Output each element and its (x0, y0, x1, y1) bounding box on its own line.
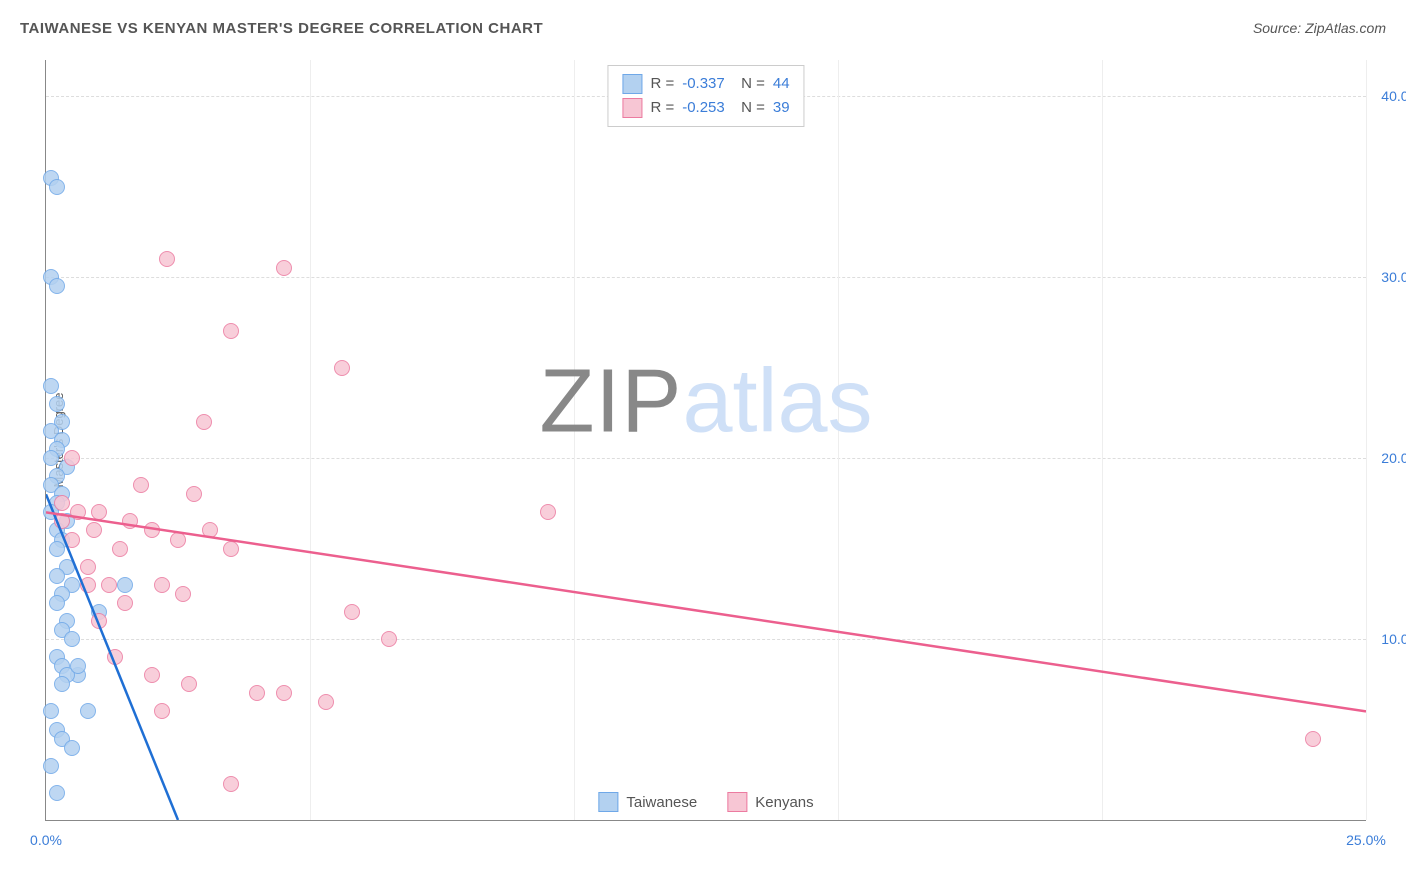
legend-n-kenyans: 39 (773, 96, 790, 120)
scatter-point-taiwanese (43, 378, 59, 394)
ytick-label: 30.0% (1381, 269, 1406, 285)
scatter-point-kenyans (223, 776, 239, 792)
scatter-point-kenyans (223, 541, 239, 557)
legend-r-label: R = (650, 72, 674, 96)
gridline-v (1102, 60, 1103, 820)
scatter-point-kenyans (86, 522, 102, 538)
gridline-v (310, 60, 311, 820)
scatter-point-kenyans (91, 613, 107, 629)
legend-n-label: N = (733, 96, 765, 120)
trendlines (46, 60, 1366, 820)
scatter-point-kenyans (381, 631, 397, 647)
swatch-kenyans-icon (622, 98, 642, 118)
chart-area: Master's Degree ZIPatlas R = -0.337 N = … (45, 60, 1365, 820)
scatter-point-kenyans (1305, 731, 1321, 747)
ytick-label: 20.0% (1381, 450, 1406, 466)
scatter-point-taiwanese (49, 568, 65, 584)
legend-label-taiwanese: Taiwanese (626, 794, 697, 811)
scatter-point-taiwanese (49, 595, 65, 611)
chart-source: Source: ZipAtlas.com (1253, 20, 1386, 36)
scatter-point-kenyans (223, 323, 239, 339)
scatter-point-taiwanese (64, 740, 80, 756)
gridline-h (46, 639, 1366, 640)
scatter-point-kenyans (144, 522, 160, 538)
legend-item-taiwanese: Taiwanese (598, 792, 697, 812)
scatter-point-kenyans (249, 685, 265, 701)
scatter-point-kenyans (144, 667, 160, 683)
scatter-point-kenyans (122, 513, 138, 529)
scatter-point-taiwanese (49, 396, 65, 412)
scatter-point-kenyans (276, 685, 292, 701)
scatter-point-kenyans (344, 604, 360, 620)
scatter-point-kenyans (117, 595, 133, 611)
scatter-point-taiwanese (64, 631, 80, 647)
swatch-taiwanese-icon (598, 792, 618, 812)
scatter-point-kenyans (64, 450, 80, 466)
scatter-point-kenyans (154, 577, 170, 593)
scatter-point-kenyans (318, 694, 334, 710)
scatter-point-kenyans (107, 649, 123, 665)
correlation-legend: R = -0.337 N = 44 R = -0.253 N = 39 (607, 65, 804, 127)
scatter-point-kenyans (202, 522, 218, 538)
scatter-point-taiwanese (49, 785, 65, 801)
scatter-point-taiwanese (49, 179, 65, 195)
legend-label-kenyans: Kenyans (755, 794, 813, 811)
ytick-label: 10.0% (1381, 631, 1406, 647)
scatter-point-kenyans (112, 541, 128, 557)
watermark-zip: ZIP (539, 352, 682, 452)
watermark: ZIPatlas (539, 351, 872, 454)
scatter-point-taiwanese (54, 676, 70, 692)
swatch-taiwanese-icon (622, 74, 642, 94)
scatter-point-taiwanese (49, 541, 65, 557)
xtick-label: 0.0% (30, 832, 62, 848)
scatter-point-kenyans (91, 504, 107, 520)
scatter-point-kenyans (154, 703, 170, 719)
gridline-h (46, 458, 1366, 459)
chart-header: TAIWANESE VS KENYAN MASTER'S DEGREE CORR… (20, 20, 1386, 37)
scatter-point-kenyans (70, 504, 86, 520)
legend-r-taiwanese: -0.337 (682, 72, 725, 96)
legend-r-kenyans: -0.253 (682, 96, 725, 120)
watermark-atlas: atlas (682, 352, 872, 452)
legend-item-kenyans: Kenyans (727, 792, 813, 812)
scatter-point-kenyans (196, 414, 212, 430)
scatter-point-taiwanese (117, 577, 133, 593)
scatter-point-kenyans (159, 251, 175, 267)
scatter-point-kenyans (54, 495, 70, 511)
plot-region: Master's Degree ZIPatlas R = -0.337 N = … (45, 60, 1366, 821)
scatter-point-kenyans (181, 676, 197, 692)
scatter-point-taiwanese (70, 658, 86, 674)
scatter-point-kenyans (170, 532, 186, 548)
series-legend: Taiwanese Kenyans (598, 792, 813, 812)
gridline-v (574, 60, 575, 820)
legend-row-kenyans: R = -0.253 N = 39 (622, 96, 789, 120)
swatch-kenyans-icon (727, 792, 747, 812)
gridline-v (1366, 60, 1367, 820)
scatter-point-kenyans (540, 504, 556, 520)
scatter-point-taiwanese (49, 278, 65, 294)
gridline-h (46, 277, 1366, 278)
scatter-point-taiwanese (80, 703, 96, 719)
legend-n-taiwanese: 44 (773, 72, 790, 96)
scatter-point-kenyans (133, 477, 149, 493)
scatter-point-kenyans (64, 532, 80, 548)
gridline-v (838, 60, 839, 820)
scatter-point-taiwanese (43, 758, 59, 774)
ytick-label: 40.0% (1381, 88, 1406, 104)
scatter-point-kenyans (101, 577, 117, 593)
scatter-point-kenyans (186, 486, 202, 502)
legend-row-taiwanese: R = -0.337 N = 44 (622, 72, 789, 96)
scatter-point-kenyans (276, 260, 292, 276)
legend-n-label: N = (733, 72, 765, 96)
scatter-point-kenyans (80, 559, 96, 575)
scatter-point-kenyans (175, 586, 191, 602)
scatter-point-taiwanese (43, 450, 59, 466)
scatter-point-kenyans (334, 360, 350, 376)
scatter-point-kenyans (54, 513, 70, 529)
xtick-label: 25.0% (1346, 832, 1386, 848)
scatter-point-kenyans (80, 577, 96, 593)
legend-r-label: R = (650, 96, 674, 120)
scatter-point-taiwanese (43, 703, 59, 719)
chart-title: TAIWANESE VS KENYAN MASTER'S DEGREE CORR… (20, 20, 543, 37)
